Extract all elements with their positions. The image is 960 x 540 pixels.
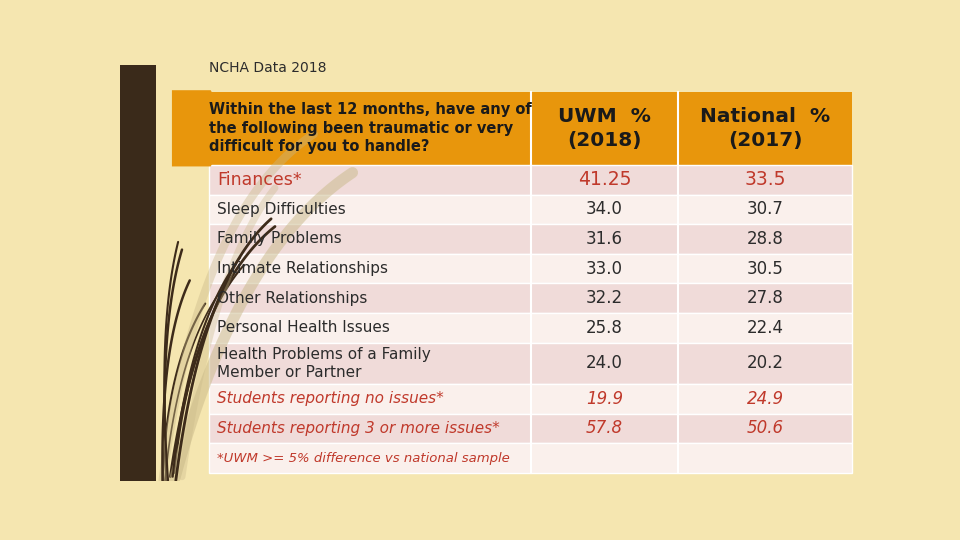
Text: 33.5: 33.5 bbox=[744, 170, 786, 189]
Text: Other Relationships: Other Relationships bbox=[217, 291, 368, 306]
Text: 50.6: 50.6 bbox=[747, 420, 783, 437]
Bar bbox=[209, 92, 852, 165]
Bar bbox=[209, 165, 852, 194]
Text: 19.9: 19.9 bbox=[586, 390, 623, 408]
Text: 24.9: 24.9 bbox=[747, 390, 783, 408]
Bar bbox=[209, 194, 852, 224]
Bar bbox=[120, 65, 156, 481]
Text: 32.2: 32.2 bbox=[586, 289, 623, 307]
Text: Students reporting 3 or more issues*: Students reporting 3 or more issues* bbox=[217, 421, 499, 436]
Text: 34.0: 34.0 bbox=[586, 200, 623, 218]
Text: 25.8: 25.8 bbox=[586, 319, 623, 337]
Text: Family Problems: Family Problems bbox=[217, 232, 342, 246]
Text: Intimate Relationships: Intimate Relationships bbox=[217, 261, 388, 276]
Text: 41.25: 41.25 bbox=[578, 170, 631, 189]
Text: *UWM >= 5% difference vs national sample: *UWM >= 5% difference vs national sample bbox=[217, 451, 510, 464]
Bar bbox=[209, 254, 852, 284]
Text: 30.7: 30.7 bbox=[747, 200, 783, 218]
Bar bbox=[209, 342, 852, 384]
Bar bbox=[209, 443, 852, 473]
Polygon shape bbox=[172, 90, 232, 166]
Bar bbox=[209, 224, 852, 254]
Bar bbox=[209, 313, 852, 342]
Text: UWM  %
(2018): UWM % (2018) bbox=[558, 107, 651, 150]
Text: 28.8: 28.8 bbox=[747, 230, 783, 248]
Text: 20.2: 20.2 bbox=[747, 354, 783, 372]
Text: 22.4: 22.4 bbox=[747, 319, 783, 337]
Text: Finances*: Finances* bbox=[217, 171, 301, 188]
Text: 31.6: 31.6 bbox=[586, 230, 623, 248]
Bar bbox=[209, 414, 852, 443]
Text: Health Problems of a Family
Member or Partner: Health Problems of a Family Member or Pa… bbox=[217, 347, 431, 380]
Text: Personal Health Issues: Personal Health Issues bbox=[217, 320, 390, 335]
Text: Students reporting no issues*: Students reporting no issues* bbox=[217, 392, 444, 407]
Text: National  %
(2017): National % (2017) bbox=[700, 107, 830, 150]
Text: Within the last 12 months, have any of
the following been traumatic or very
diff: Within the last 12 months, have any of t… bbox=[208, 102, 531, 154]
Text: 27.8: 27.8 bbox=[747, 289, 783, 307]
Text: 57.8: 57.8 bbox=[586, 420, 623, 437]
Text: 24.0: 24.0 bbox=[586, 354, 623, 372]
Text: 30.5: 30.5 bbox=[747, 260, 783, 278]
Text: Sleep Difficulties: Sleep Difficulties bbox=[217, 202, 346, 217]
Text: 33.0: 33.0 bbox=[586, 260, 623, 278]
Text: NCHA Data 2018: NCHA Data 2018 bbox=[209, 61, 326, 75]
Bar bbox=[209, 284, 852, 313]
Bar bbox=[209, 384, 852, 414]
